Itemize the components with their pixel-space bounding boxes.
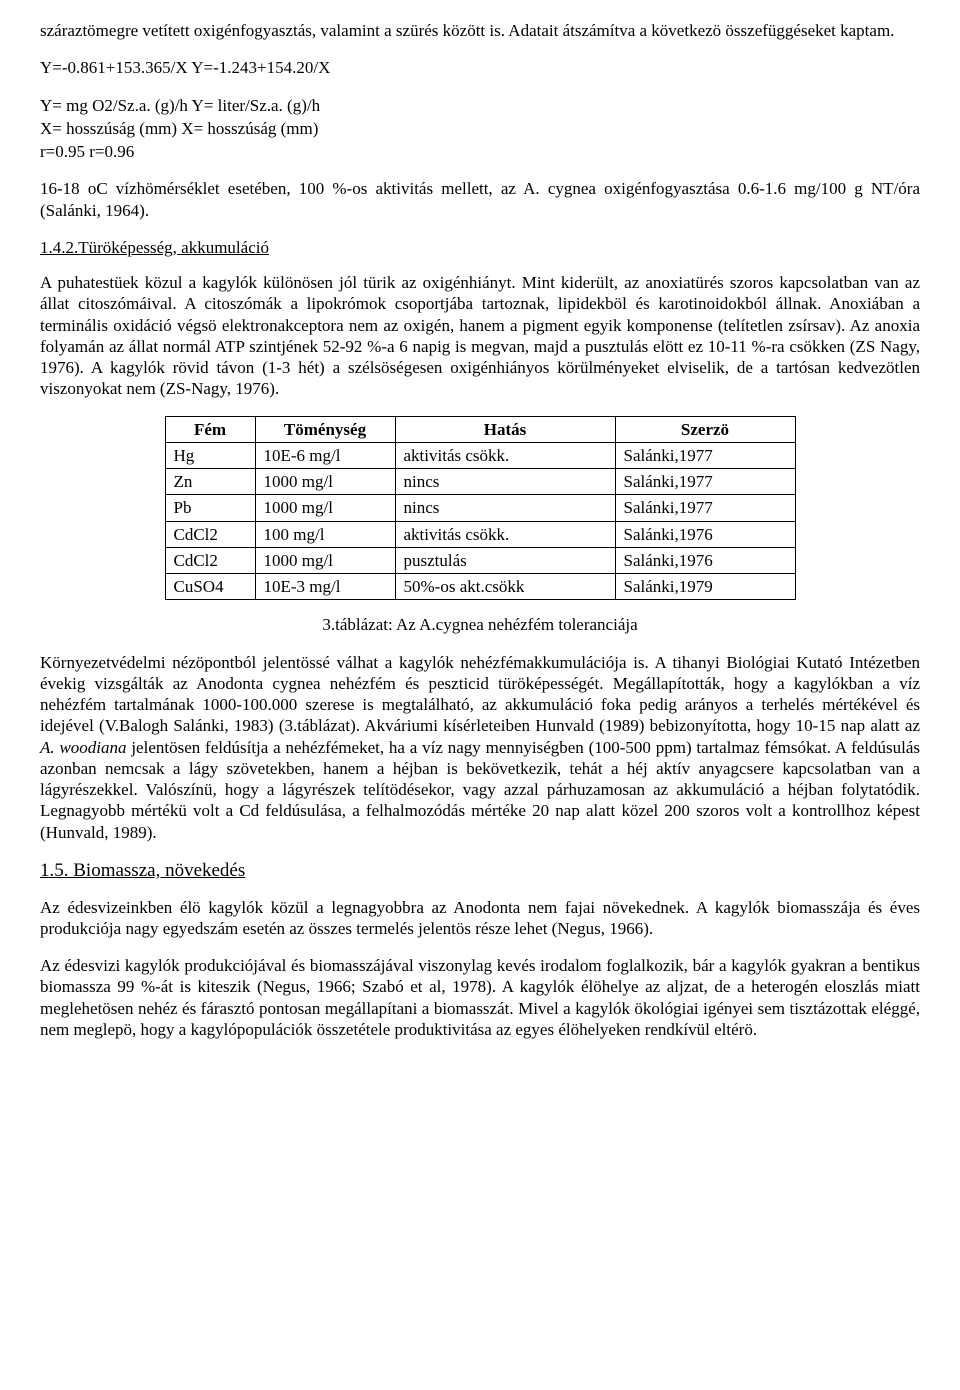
cell: 1000 mg/l [255,547,395,573]
th-szerzo: Szerzö [615,416,795,442]
th-tomenyseg: Töménység [255,416,395,442]
cell: aktivitás csökk. [395,442,615,468]
table-row: Pb 1000 mg/l nincs Salánki,1977 [165,495,795,521]
cell: CdCl2 [165,547,255,573]
table-row: CdCl2 1000 mg/l pusztulás Salánki,1976 [165,547,795,573]
subheading-1-4-2: 1.4.2.Türöképesség, akkumuláció [40,237,920,258]
cell: CdCl2 [165,521,255,547]
para4-pre: Környezetvédelmi nézöpontból jelentössé … [40,653,920,736]
table-row: Zn 1000 mg/l nincs Salánki,1977 [165,469,795,495]
cell: 100 mg/l [255,521,395,547]
cell: Salánki,1976 [615,521,795,547]
cell: nincs [395,469,615,495]
cell: Zn [165,469,255,495]
cell: Salánki,1977 [615,442,795,468]
cell: Hg [165,442,255,468]
cell: 10E-6 mg/l [255,442,395,468]
cell: 1000 mg/l [255,469,395,495]
paragraph-4: Környezetvédelmi nézöpontból jelentössé … [40,652,920,843]
para4-post: jelentösen feldúsítja a nehézfémeket, ha… [40,738,920,842]
cell: pusztulás [395,547,615,573]
equation-line-2b: X= hosszúság (mm) X= hosszúság (mm) [40,118,920,139]
table-row: CuSO4 10E-3 mg/l 50%-os akt.csökk Salánk… [165,574,795,600]
intro-paragraph: száraztömegre vetített oxigénfogyasztás,… [40,20,920,41]
paragraph-5: Az édesvizeinkben élö kagylók közül a le… [40,897,920,940]
table-header-row: Fém Töménység Hatás Szerzö [165,416,795,442]
cell: CuSO4 [165,574,255,600]
tolerance-table: Fém Töménység Hatás Szerzö Hg 10E-6 mg/l… [165,416,796,601]
equation-line-1: Y=-0.861+153.365/X Y=-1.243+154.20/X [40,57,920,78]
cell: nincs [395,495,615,521]
species-name: A. woodiana [40,738,127,757]
cell: Salánki,1977 [615,469,795,495]
cell: 10E-3 mg/l [255,574,395,600]
paragraph-3: A puhatestüek közul a kagylók különösen … [40,272,920,400]
paragraph-2: 16-18 oC vízhömérséklet esetében, 100 %-… [40,178,920,221]
table-row: Hg 10E-6 mg/l aktivitás csökk. Salánki,1… [165,442,795,468]
th-hatas: Hatás [395,416,615,442]
paragraph-6: Az édesvizi kagylók produkciójával és bi… [40,955,920,1040]
cell: Salánki,1979 [615,574,795,600]
equation-block-2: Y= mg O2/Sz.a. (g)/h Y= liter/Sz.a. (g)/… [40,95,920,163]
cell: 50%-os akt.csökk [395,574,615,600]
cell: Salánki,1977 [615,495,795,521]
cell: Salánki,1976 [615,547,795,573]
table-row: CdCl2 100 mg/l aktivitás csökk. Salánki,… [165,521,795,547]
table-caption: 3.táblázat: Az A.cygnea nehézfém toleran… [40,614,920,635]
equation-line-2c: r=0.95 r=0.96 [40,141,920,162]
equation-block-1: Y=-0.861+153.365/X Y=-1.243+154.20/X [40,57,920,78]
th-fem: Fém [165,416,255,442]
equation-line-2a: Y= mg O2/Sz.a. (g)/h Y= liter/Sz.a. (g)/… [40,95,920,116]
cell: 1000 mg/l [255,495,395,521]
section-1-5-heading: 1.5. Biomassza, növekedés [40,859,920,883]
cell: aktivitás csökk. [395,521,615,547]
cell: Pb [165,495,255,521]
